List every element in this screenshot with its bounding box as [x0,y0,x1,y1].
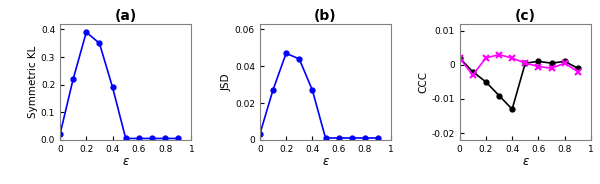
Y-axis label: CCC: CCC [419,71,428,93]
X-axis label: ε: ε [522,155,529,168]
X to Y [561,62,568,64]
Line: X to Y: X to Y [456,51,581,79]
X to Y [469,74,476,76]
Title: (c): (c) [515,9,536,23]
Y to X [469,70,476,73]
Y to X [509,108,516,110]
Y to X [482,81,490,83]
Title: (a): (a) [115,9,137,23]
X to Y [574,70,581,73]
Y-axis label: JSD: JSD [222,73,232,91]
X-axis label: ε: ε [322,155,329,168]
X to Y [482,57,490,59]
X to Y [535,66,542,68]
Y to X [496,94,503,97]
Y to X [535,60,542,63]
Y to X [548,62,555,64]
X to Y [509,57,516,59]
Y-axis label: Symmetric KL: Symmetric KL [28,46,38,118]
Y to X [561,60,568,63]
X to Y [548,67,555,69]
X to Y [521,62,529,64]
Title: (b): (b) [314,9,337,23]
Y to X [574,67,581,69]
X to Y [496,54,503,56]
Y to X [521,62,529,64]
X to Y [456,57,463,59]
X-axis label: ε: ε [122,155,129,168]
Line: Y to X: Y to X [457,56,580,112]
Y to X [456,57,463,59]
